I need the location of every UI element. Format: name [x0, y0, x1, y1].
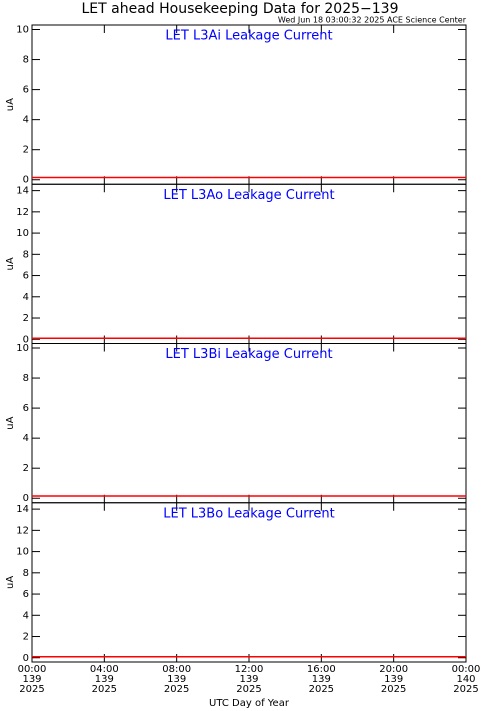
x-axis-label: UTC Day of Year — [209, 698, 290, 709]
y-axis-label: uA — [5, 257, 16, 270]
x-tick-label: 08:00 139 2025 — [162, 664, 192, 695]
panel-title: LET L3Bo Leakage Current — [163, 506, 335, 521]
y-tick-label: 0 — [23, 175, 29, 186]
y-tick-label: 4 — [23, 433, 29, 444]
y-tick-label: 2 — [23, 463, 29, 474]
y-tick-label: 2 — [23, 145, 29, 156]
panel-title: LET L3Bi Leakage Current — [165, 347, 332, 362]
y-tick-label: 14 — [16, 504, 29, 515]
y-tick-label: 12 — [16, 525, 29, 536]
x-tick-label: 00:00 139 2025 — [17, 664, 47, 695]
y-tick-label: 8 — [23, 568, 29, 579]
plot-frame — [31, 502, 467, 663]
x-tick-label: 00:00 140 2025 — [451, 664, 481, 695]
y-tick-label: 8 — [23, 249, 29, 260]
plot-frame — [31, 343, 467, 504]
y-tick-label: 8 — [23, 373, 29, 384]
y-tick-label: 10 — [16, 228, 29, 239]
y-tick-label: 6 — [23, 271, 29, 282]
x-tick-label: 20:00 139 2025 — [379, 664, 409, 695]
y-tick-label: 0 — [23, 653, 29, 664]
x-tick-label: 12:00 139 2025 — [234, 664, 264, 695]
y-axis-label: uA — [5, 98, 16, 111]
y-tick-label: 6 — [23, 85, 29, 96]
y-tick-label: 10 — [16, 25, 29, 36]
x-tick-label: 16:00 139 2025 — [306, 664, 336, 695]
y-tick-label: 0 — [23, 334, 29, 345]
plot-frame — [31, 183, 467, 344]
y-tick-label: 2 — [23, 632, 29, 643]
y-tick-label: 10 — [16, 547, 29, 558]
plot-frame — [31, 24, 467, 185]
panel-title: LET L3Ao Leakage Current — [163, 188, 334, 203]
y-axis-label: uA — [5, 576, 16, 589]
x-tick-label: 04:00 139 2025 — [89, 664, 119, 695]
y-tick-label: 6 — [23, 403, 29, 414]
y-tick-label: 14 — [16, 186, 29, 197]
y-tick-label: 12 — [16, 207, 29, 218]
chart-title: LET ahead Housekeeping Data for 2025−139 — [82, 1, 399, 17]
subtitle: Wed Jun 18 03:00:32 2025 ACE Science Cen… — [278, 16, 467, 25]
y-tick-label: 2 — [23, 313, 29, 324]
y-tick-label: 4 — [23, 115, 29, 126]
y-tick-label: 6 — [23, 589, 29, 600]
y-axis-label: uA — [5, 416, 16, 429]
panel-title: LET L3Ai Leakage Current — [165, 29, 332, 44]
y-tick-label: 8 — [23, 55, 29, 66]
y-tick-label: 4 — [23, 292, 29, 303]
y-tick-label: 10 — [16, 343, 29, 354]
y-tick-label: 4 — [23, 610, 29, 621]
y-tick-label: 0 — [23, 493, 29, 504]
